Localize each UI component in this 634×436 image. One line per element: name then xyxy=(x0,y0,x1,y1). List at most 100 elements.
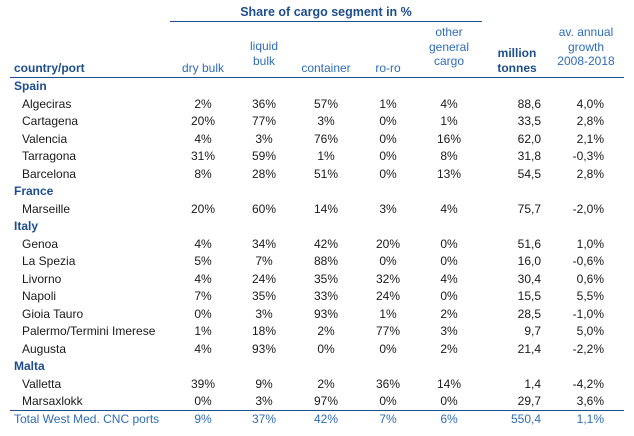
col-header-liquid-bulk: liquid bulk xyxy=(236,39,292,68)
cell-other: 0% xyxy=(440,289,458,303)
col-header-growth-line1: av. annual xyxy=(558,25,614,39)
cell-container: 51% xyxy=(313,166,339,181)
cell-tonnes: 15,5 xyxy=(517,289,541,303)
cell-roro: 0% xyxy=(379,166,397,181)
cell-liquid: 3% xyxy=(255,394,273,408)
cell-growth: 0,6% xyxy=(576,271,604,286)
cell-roro: 36% xyxy=(375,376,401,391)
cell-growth: -2,2% xyxy=(572,341,604,356)
table-row: Barcelona 8% 28% 51% 0% 13% 54,5 2,8% xyxy=(0,166,634,184)
country-name: Spain xyxy=(14,79,47,93)
country-row: Malta xyxy=(0,358,634,376)
cell-tonnes: 33,5 xyxy=(517,114,541,128)
cell-growth: 2,1% xyxy=(576,131,604,146)
cell-tonnes: 62,0 xyxy=(517,131,541,146)
cell-dry: 4% xyxy=(194,131,212,146)
cell-liquid: 34% xyxy=(251,236,277,251)
cell-dry: 4% xyxy=(194,236,212,251)
table-row: Marsaxlokk 0% 3% 97% 0% 0% 29,7 3,6% xyxy=(0,393,634,411)
port-name: Livorno xyxy=(22,271,62,286)
cell-other: 2% xyxy=(440,341,458,356)
table-row: Tarragona 31% 59% 1% 0% 8% 31,8 -0,3% xyxy=(0,148,634,166)
cell-liquid: 36% xyxy=(251,96,277,111)
cell-container: 2% xyxy=(317,324,335,338)
cell-container: 35% xyxy=(313,271,339,286)
cell-roro: 24% xyxy=(375,289,401,303)
cell-dry: 4% xyxy=(194,271,212,286)
port-name: Cartagena xyxy=(22,114,79,128)
cell-other: 13% xyxy=(436,166,462,181)
col-header-other-line1: other xyxy=(435,25,463,39)
cell-roro: 20% xyxy=(375,236,401,251)
cell-dry: 2% xyxy=(194,96,212,111)
total-row: Total West Med. CNC ports 9% 37% 42% 7% 6% 550… xyxy=(0,411,634,429)
total-cell-liquid: 37% xyxy=(251,412,277,426)
cell-container: 2% xyxy=(317,376,335,391)
col-header-country: country/port xyxy=(14,61,85,75)
cell-dry: 0% xyxy=(194,306,212,321)
port-name: Augusta xyxy=(22,341,67,356)
port-name: Palermo/Termini Imerese xyxy=(22,324,156,338)
cell-container: 33% xyxy=(313,289,339,303)
cell-growth: 5,5% xyxy=(576,289,604,303)
port-name: Valencia xyxy=(22,131,68,146)
col-header-million-tonnes: million tonnes xyxy=(486,46,548,75)
total-cell-dry: 9% xyxy=(194,412,212,426)
col-header-growth: av. annual growth 2008-2018 xyxy=(546,25,626,69)
table-row: Augusta 4% 93% 0% 0% 2% 21,4 -2,2% xyxy=(0,341,634,359)
col-header-liquid-bulk-line1: liquid xyxy=(249,39,279,53)
col-header-liquid-bulk-line2: bulk xyxy=(252,53,275,68)
cell-container: 14% xyxy=(313,201,339,216)
cell-liquid: 3% xyxy=(255,131,273,146)
table-row: Cartagena 20% 77% 3% 0% 1% 33,5 2,8% xyxy=(0,113,634,131)
table-row: La Spezia 5% 7% 88% 0% 0% 16,0 -0,6% xyxy=(0,253,634,271)
cell-tonnes: 21,4 xyxy=(517,341,541,356)
cell-growth: 5,0% xyxy=(576,324,604,338)
total-rule xyxy=(10,410,624,411)
cell-liquid: 35% xyxy=(251,289,277,303)
cell-container: 42% xyxy=(313,236,339,251)
col-header-ro-ro: ro-ro xyxy=(375,61,401,75)
table-row: Palermo/Termini Imerese 1% 18% 2% 77% 3% 9,7 5,… xyxy=(0,323,634,341)
cell-other: 16% xyxy=(436,131,462,146)
cell-other: 0% xyxy=(440,236,458,251)
cell-dry: 39% xyxy=(190,376,216,391)
cell-other: 4% xyxy=(440,271,458,286)
col-header-million-line1: million xyxy=(497,46,537,60)
cell-tonnes: 28,5 xyxy=(517,306,541,321)
cell-roro: 77% xyxy=(375,324,401,338)
cell-container: 97% xyxy=(313,394,339,408)
cell-dry: 0% xyxy=(194,394,212,408)
cell-tonnes: 1,4 xyxy=(524,376,541,391)
cell-tonnes: 75,7 xyxy=(517,201,541,216)
table-row: Napoli 7% 35% 33% 24% 0% 15,5 5,5% xyxy=(0,288,634,306)
cell-liquid: 3% xyxy=(255,306,273,321)
cell-dry: 5% xyxy=(194,254,212,268)
cell-dry: 4% xyxy=(194,341,212,356)
cell-tonnes: 54,5 xyxy=(517,166,541,181)
cell-growth: 4,0% xyxy=(576,96,604,111)
col-header-million-line2: tonnes xyxy=(497,60,537,75)
cell-other: 14% xyxy=(436,376,462,391)
port-name: Valletta xyxy=(22,376,62,391)
port-name: Napoli xyxy=(22,289,57,303)
cell-container: 0% xyxy=(317,341,335,356)
cell-container: 3% xyxy=(317,114,335,128)
cell-roro: 0% xyxy=(379,341,397,356)
table-row: Gioia Tauro 0% 3% 93% 1% 2% 28,5 -1,0% xyxy=(0,306,634,324)
cell-roro: 1% xyxy=(379,96,397,111)
cell-liquid: 59% xyxy=(251,149,277,163)
cell-roro: 0% xyxy=(379,394,397,408)
cell-tonnes: 30,4 xyxy=(517,271,541,286)
col-header-growth-line2: growth xyxy=(567,39,605,54)
cell-tonnes: 29,7 xyxy=(517,394,541,408)
total-cell-roro: 7% xyxy=(379,412,397,426)
total-label: Total West Med. CNC ports xyxy=(14,412,160,426)
table-row: Valletta 39% 9% 2% 36% 14% 1,4 -4,2% xyxy=(0,376,634,394)
cell-other: 2% xyxy=(440,306,458,321)
cell-growth: 2,8% xyxy=(576,114,604,128)
cell-other: 4% xyxy=(440,201,458,216)
cell-dry: 1% xyxy=(194,324,212,338)
port-name: Gioia Tauro xyxy=(22,306,84,321)
